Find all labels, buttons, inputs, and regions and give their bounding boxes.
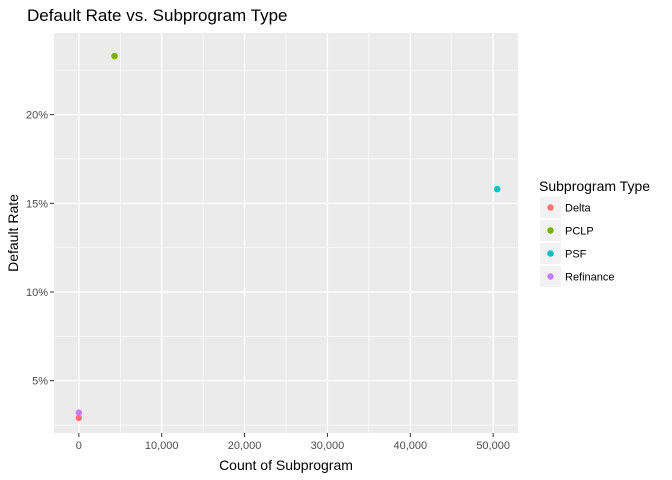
- x-tick-label: 40,000: [393, 440, 427, 452]
- x-tick-label: 10,000: [145, 440, 179, 452]
- legend-marker-psf: [547, 250, 554, 257]
- legend-title: Subprogram Type: [539, 178, 650, 194]
- y-tick-label: 20%: [26, 110, 48, 122]
- point-refinance: [75, 409, 83, 416]
- legend-label-pclp: PCLP: [565, 226, 594, 238]
- legend-label-refinance: Refinance: [565, 272, 615, 284]
- y-axis: 5% 10% 15% 20%: [26, 110, 54, 388]
- y-tick-label: 5%: [32, 376, 48, 388]
- point-delta: [75, 414, 83, 422]
- x-axis: 0 10,000 20,000 30,000 40,000 50,000: [76, 433, 510, 452]
- x-tick-label: 30,000: [311, 440, 345, 452]
- point-pclp: [111, 52, 118, 60]
- minor-gridlines: [54, 33, 518, 433]
- legend-marker-refinance: [547, 273, 554, 280]
- legend-items: Delta PCLP PSF Refinance: [540, 197, 615, 287]
- point-psf: [494, 185, 501, 193]
- y-tick-label: 10%: [26, 287, 48, 299]
- y-axis-title: Default Rate: [5, 194, 21, 272]
- x-tick-label: 50,000: [476, 440, 510, 452]
- x-tick-label: 0: [76, 440, 82, 452]
- plot-panel: [54, 33, 518, 433]
- legend: Subprogram Type Delta PCLP PSF Refinance: [539, 178, 650, 287]
- x-axis-title: Count of Subprogram: [219, 457, 353, 473]
- legend-marker-delta: [547, 204, 554, 211]
- legend-label-psf: PSF: [565, 249, 587, 261]
- legend-marker-pclp: [547, 227, 554, 234]
- major-gridlines: [54, 33, 518, 433]
- data-points: [75, 52, 501, 422]
- chart-title: Default Rate vs. Subprogram Type: [27, 6, 288, 25]
- y-tick-label: 15%: [26, 198, 48, 210]
- x-tick-label: 20,000: [228, 440, 262, 452]
- legend-label-delta: Delta: [565, 203, 592, 215]
